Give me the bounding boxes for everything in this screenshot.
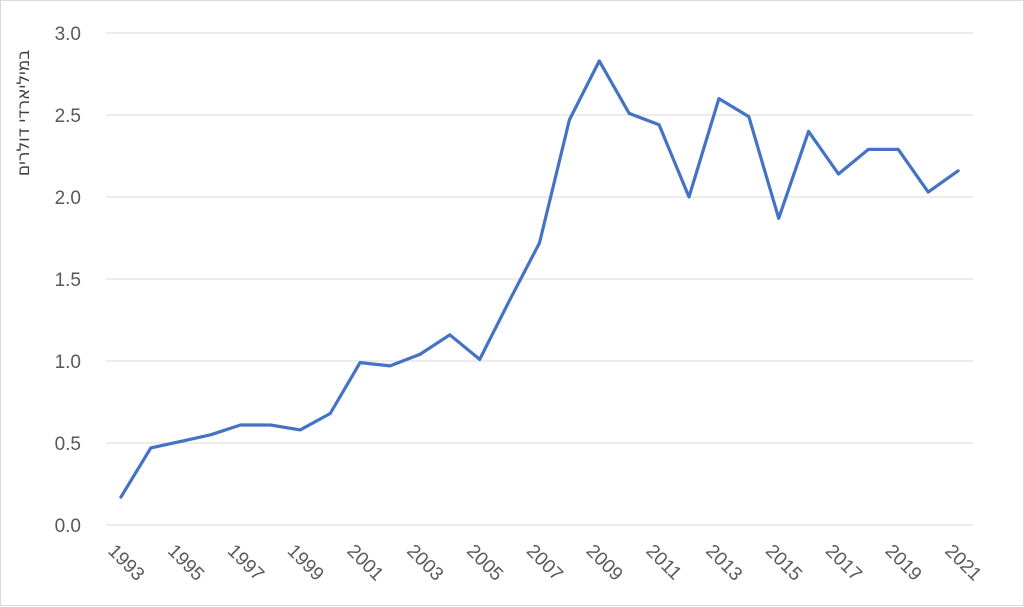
x-tick-label: 2003 — [402, 541, 447, 586]
data-point — [657, 123, 661, 127]
data-point — [538, 241, 542, 245]
x-tick-label: 2005 — [462, 541, 507, 586]
series-layer — [119, 59, 960, 499]
data-point — [926, 190, 930, 194]
x-tick-label: 2001 — [343, 541, 388, 586]
data-point — [478, 357, 482, 361]
x-tick-label: 2009 — [582, 541, 627, 586]
y-axis-title: במיליארדי דולרים — [14, 50, 34, 177]
x-axis-tick-labels: 1993 1995 1997 1999 2001 2003 2005 2007 2009 2011… — [103, 541, 985, 586]
x-tick-label: 2017 — [821, 541, 866, 586]
y-tick-label: 0.5 — [55, 434, 81, 455]
data-point — [747, 115, 751, 119]
data-point — [119, 495, 123, 499]
y-tick-label: 2.5 — [55, 106, 81, 127]
data-point — [807, 129, 811, 133]
data-point — [179, 439, 183, 443]
data-point — [239, 423, 243, 427]
y-tick-label: 0.0 — [55, 516, 81, 537]
y-tick-label: 1.0 — [55, 352, 81, 373]
data-point — [268, 423, 272, 427]
data-point — [209, 433, 213, 437]
x-tick-label: 2011 — [642, 541, 686, 585]
data-point — [149, 446, 153, 450]
x-tick-label: 1995 — [163, 541, 208, 586]
y-tick-label: 1.5 — [55, 270, 81, 291]
y-axis-tick-labels: 0.0 0.5 1.0 1.5 2.0 2.5 3.0 — [55, 24, 81, 537]
series-line — [119, 59, 960, 499]
data-point — [687, 195, 691, 199]
data-point — [448, 333, 452, 337]
data-point — [508, 298, 512, 302]
data-point — [717, 97, 721, 101]
data-point — [866, 147, 870, 151]
data-point — [388, 364, 392, 368]
data-point — [567, 118, 571, 122]
x-tick-label: 1999 — [283, 541, 328, 586]
x-tick-label: 2007 — [522, 541, 567, 586]
data-point — [777, 216, 781, 220]
data-point — [328, 411, 332, 415]
x-tick-label: 2013 — [701, 541, 746, 586]
data-point — [298, 428, 302, 432]
x-tick-label: 2015 — [761, 541, 806, 586]
y-tick-label: 2.0 — [55, 188, 81, 209]
data-point — [597, 59, 601, 63]
data-point — [836, 172, 840, 176]
x-tick-label: 1997 — [223, 541, 268, 586]
gridlines — [106, 32, 973, 526]
x-tick-label: 2021 — [941, 541, 986, 586]
y-tick-label: 3.0 — [55, 24, 81, 45]
x-tick-label: 2019 — [881, 541, 926, 586]
x-tick-label: 1993 — [103, 541, 148, 586]
data-point — [956, 169, 960, 173]
data-point — [418, 352, 422, 356]
data-point — [627, 111, 631, 115]
data-point — [358, 361, 362, 365]
data-point — [896, 147, 900, 151]
